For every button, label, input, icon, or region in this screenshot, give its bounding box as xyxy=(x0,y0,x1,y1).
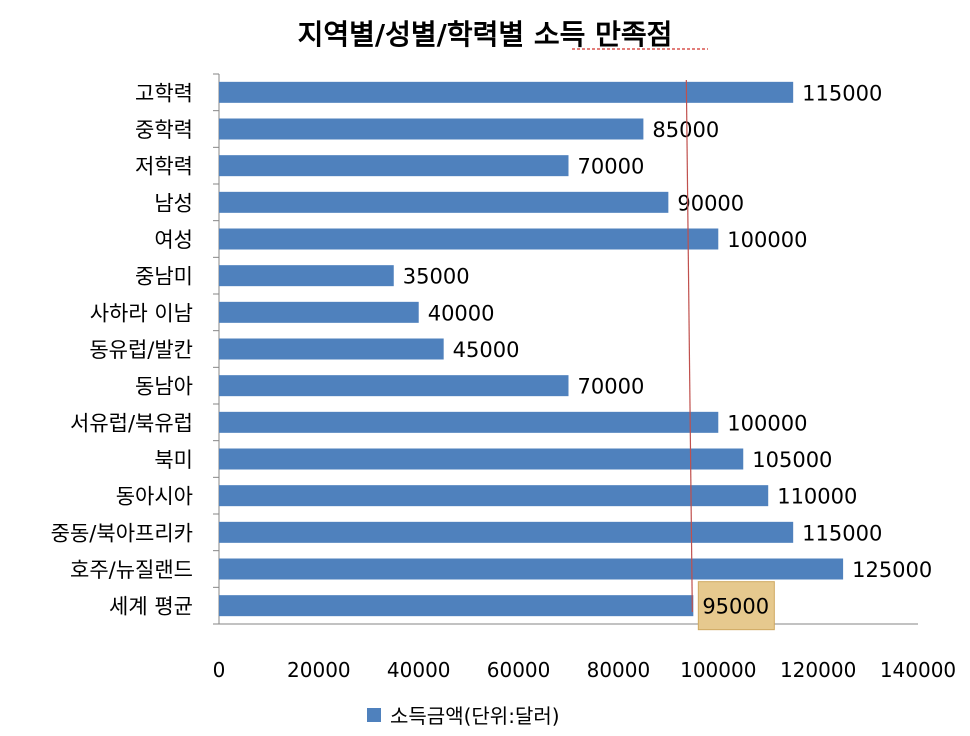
x-tick-label: 120000 xyxy=(780,658,856,682)
category-label: 북미 xyxy=(154,448,193,472)
data-label: 95000 xyxy=(702,595,769,619)
x-tick-label: 140000 xyxy=(880,658,956,682)
category-label: 중학력 xyxy=(135,118,193,142)
bar xyxy=(219,411,719,433)
bar xyxy=(219,81,794,103)
data-label: 105000 xyxy=(752,448,832,472)
bar xyxy=(219,448,744,470)
category-label: 사하라 이남 xyxy=(90,301,193,325)
bar xyxy=(219,301,419,323)
category-label: 고학력 xyxy=(135,81,193,105)
x-tick-label: 100000 xyxy=(680,658,756,682)
category-label: 동남아 xyxy=(135,375,193,399)
category-label: 세계 평균 xyxy=(109,595,193,619)
x-tick-label: 20000 xyxy=(287,658,351,682)
x-tick-label: 40000 xyxy=(387,658,451,682)
x-tick-label: 80000 xyxy=(587,658,651,682)
data-label: 40000 xyxy=(428,301,495,325)
data-label: 90000 xyxy=(677,191,744,215)
data-label: 100000 xyxy=(727,411,807,435)
category-label: 여성 xyxy=(154,228,193,252)
data-label: 115000 xyxy=(802,81,882,105)
category-label: 서유럽/북유럽 xyxy=(70,411,193,435)
data-label: 85000 xyxy=(652,118,719,142)
data-label: 115000 xyxy=(802,521,882,545)
category-label: 호주/뉴질랜드 xyxy=(70,558,193,582)
data-label: 125000 xyxy=(852,558,932,582)
bar xyxy=(219,521,794,543)
legend: 소득금액(단위:달러) xyxy=(367,704,560,728)
data-label: 45000 xyxy=(453,338,520,362)
category-label: 중동/북아프리카 xyxy=(51,521,193,545)
data-label-highlight xyxy=(697,581,775,631)
bar xyxy=(219,338,444,360)
data-label: 35000 xyxy=(403,265,470,289)
x-tick-label: 0 xyxy=(213,658,226,682)
x-tick-label: 60000 xyxy=(487,658,551,682)
legend-swatch xyxy=(367,708,381,722)
reference-line xyxy=(685,79,693,613)
bar xyxy=(219,118,644,140)
category-label: 동아시아 xyxy=(116,485,193,509)
data-label: 70000 xyxy=(578,375,645,399)
data-label: 100000 xyxy=(727,228,807,252)
bar xyxy=(219,375,569,397)
plot-area: 고학력 115000 중학력 85000 저학력 70000 남성 90000 여성 100000… xyxy=(51,73,956,682)
bar xyxy=(219,155,569,177)
bar xyxy=(219,191,669,213)
bar xyxy=(219,265,394,287)
bar xyxy=(219,595,694,617)
chart-title: 지역별/성별/학력별 소득 만족점 xyxy=(298,18,673,51)
category-label: 저학력 xyxy=(135,155,193,179)
bar xyxy=(219,485,769,507)
bar xyxy=(219,228,719,250)
data-label: 70000 xyxy=(578,155,645,179)
category-label: 남성 xyxy=(154,191,193,215)
legend-label: 소득금액(단위:달러) xyxy=(390,704,560,728)
bar xyxy=(219,558,844,580)
category-label: 중남미 xyxy=(135,265,193,289)
category-label: 동유럽/발칸 xyxy=(89,338,193,362)
data-label: 110000 xyxy=(777,485,857,509)
